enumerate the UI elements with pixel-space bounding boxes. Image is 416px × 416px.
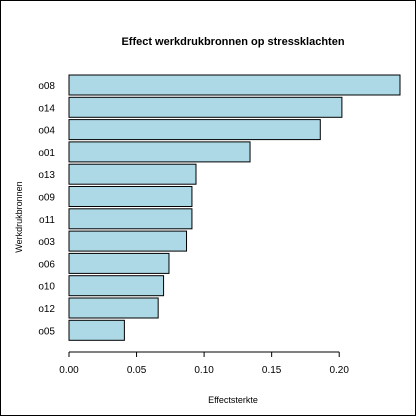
y-tick-label-o04: o04 xyxy=(38,126,55,137)
y-axis-label: Werkdrukbronnen xyxy=(14,181,24,252)
y-tick-labels: o08 o14 o04 o01 o13 o09 o11 o03 o06 o10 o12 o05 xyxy=(38,81,55,337)
x-tick-label: 0.20 xyxy=(329,365,349,376)
y-tick-label-o09: o09 xyxy=(38,193,55,204)
bar-o08 xyxy=(68,74,401,96)
y-tick-label-o13: o13 xyxy=(38,170,55,181)
x-tick-label: 0.05 xyxy=(127,365,147,376)
y-tick-label-o06: o06 xyxy=(38,259,55,270)
bar-o12 xyxy=(68,297,159,319)
y-tick-label-o05: o05 xyxy=(38,326,55,337)
bar-o11 xyxy=(68,208,193,230)
bar-o13 xyxy=(68,163,197,185)
bar-o04 xyxy=(68,119,321,141)
x-tick-label: 0.00 xyxy=(59,365,79,376)
x-axis-label: Effectsterkte xyxy=(208,395,258,405)
bar-o03 xyxy=(68,230,188,252)
bar-o09 xyxy=(68,186,193,207)
bar-o01 xyxy=(68,141,251,163)
chart-title: Effect werkdrukbronnen op stressklachten xyxy=(121,36,344,48)
y-tick-label-o01: o01 xyxy=(38,148,55,159)
bar-o10 xyxy=(68,275,165,297)
x-tick-label: 0.10 xyxy=(194,365,214,376)
bar-o14 xyxy=(68,96,343,118)
y-tick-label-o11: o11 xyxy=(39,215,55,226)
x-tick-label: 0.15 xyxy=(262,365,282,376)
y-tick-label-o14: o14 xyxy=(38,103,55,114)
y-tick-label-o03: o03 xyxy=(38,237,55,248)
bar-o05 xyxy=(68,319,125,341)
bars-group xyxy=(68,74,401,341)
bar-o06 xyxy=(68,252,170,274)
y-tick-label-o10: o10 xyxy=(38,282,55,293)
x-ticks: 0.00 0.05 0.10 0.15 0.20 xyxy=(59,352,349,376)
y-tick-label-o12: o12 xyxy=(38,304,55,315)
y-tick-label-o08: o08 xyxy=(38,81,55,92)
